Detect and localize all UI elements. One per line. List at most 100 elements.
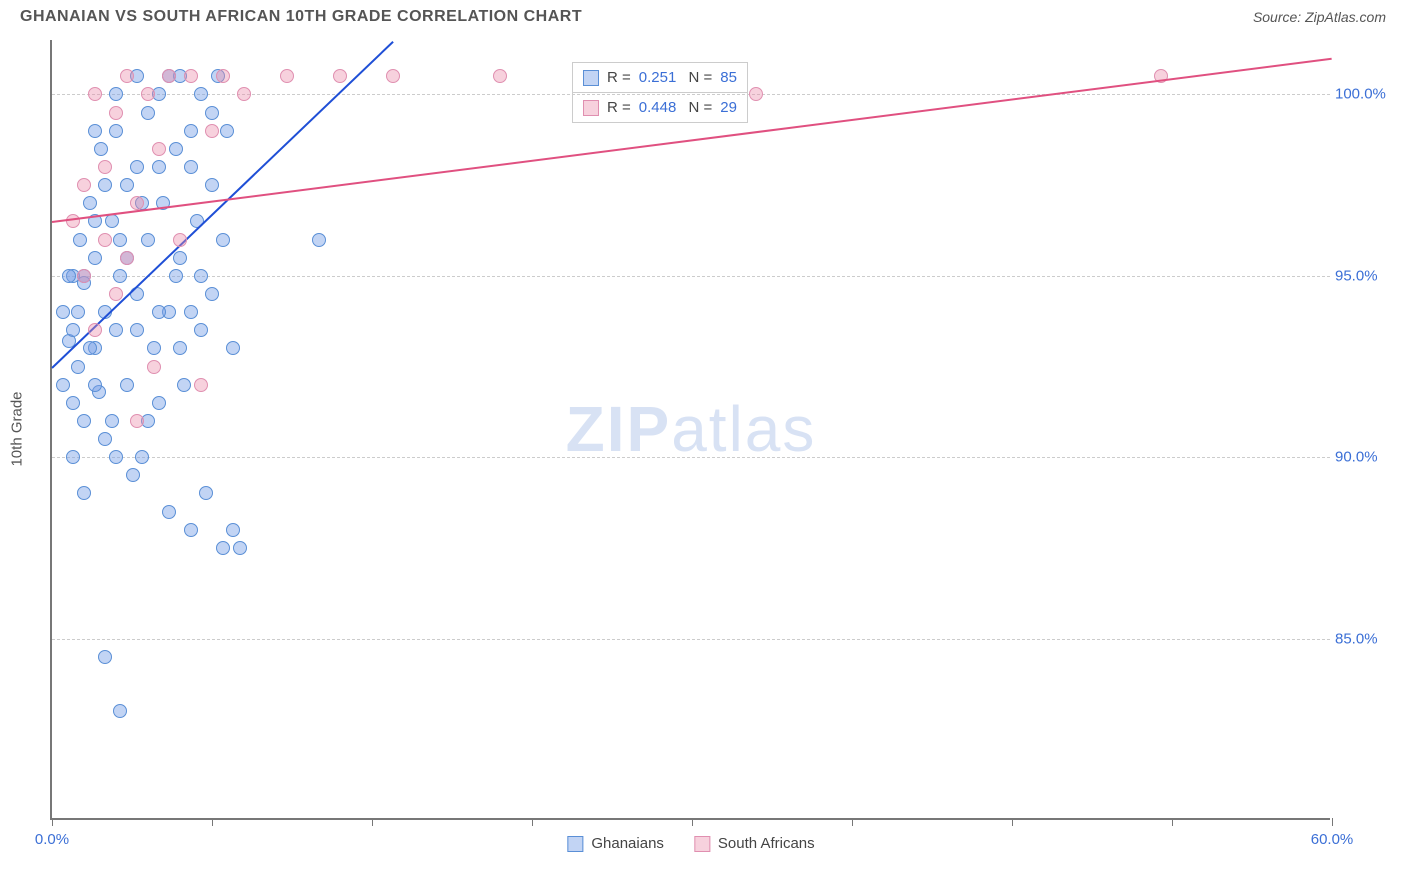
- data-point: [184, 124, 198, 138]
- data-point: [184, 69, 198, 83]
- x-tick-label: 60.0%: [1311, 831, 1354, 848]
- data-point: [88, 87, 102, 101]
- data-point: [226, 523, 240, 537]
- swatch-series-1: [583, 70, 599, 86]
- data-point: [109, 287, 123, 301]
- data-point: [94, 142, 108, 156]
- watermark: ZIPatlas: [566, 392, 817, 466]
- data-point: [216, 541, 230, 555]
- data-point: [173, 233, 187, 247]
- data-point: [77, 414, 91, 428]
- n-value-2: 29: [720, 99, 737, 116]
- data-point: [199, 486, 213, 500]
- data-point: [184, 523, 198, 537]
- data-point: [205, 287, 219, 301]
- data-point: [105, 214, 119, 228]
- data-point: [233, 541, 247, 555]
- data-point: [126, 468, 140, 482]
- data-point: [98, 432, 112, 446]
- data-point: [169, 142, 183, 156]
- data-point: [130, 323, 144, 337]
- data-point: [184, 160, 198, 174]
- data-point: [205, 124, 219, 138]
- data-point: [88, 124, 102, 138]
- x-tick: [1172, 818, 1173, 826]
- data-point: [216, 69, 230, 83]
- data-point: [216, 233, 230, 247]
- data-point: [141, 106, 155, 120]
- data-point: [147, 341, 161, 355]
- chart-container: ZIPatlas 10th Grade R = 0.251 N = 85 R =…: [50, 40, 1380, 840]
- data-point: [71, 360, 85, 374]
- data-point: [109, 323, 123, 337]
- data-point: [194, 87, 208, 101]
- data-point: [493, 69, 507, 83]
- data-point: [141, 233, 155, 247]
- stat-box-series-1: R = 0.251 N = 85: [572, 62, 748, 93]
- data-point: [77, 178, 91, 192]
- data-point: [120, 69, 134, 83]
- data-point: [56, 305, 70, 319]
- x-tick-label: 0.0%: [35, 831, 69, 848]
- data-point: [173, 251, 187, 265]
- data-point: [386, 69, 400, 83]
- x-tick: [212, 818, 213, 826]
- data-point: [226, 341, 240, 355]
- y-tick-label: 95.0%: [1335, 267, 1390, 284]
- data-point: [73, 233, 87, 247]
- gridline: [52, 457, 1330, 458]
- data-point: [749, 87, 763, 101]
- stat-box-series-2: R = 0.448 N = 29: [572, 92, 748, 123]
- data-point: [333, 69, 347, 83]
- x-tick: [852, 818, 853, 826]
- data-point: [169, 269, 183, 283]
- data-point: [113, 704, 127, 718]
- data-point: [177, 378, 191, 392]
- legend-swatch-1: [567, 836, 583, 852]
- data-point: [109, 106, 123, 120]
- data-point: [130, 160, 144, 174]
- y-tick-label: 90.0%: [1335, 449, 1390, 466]
- data-point: [130, 196, 144, 210]
- data-point: [152, 160, 166, 174]
- data-point: [120, 178, 134, 192]
- data-point: [280, 69, 294, 83]
- swatch-series-2: [583, 100, 599, 116]
- data-point: [83, 341, 97, 355]
- data-point: [205, 106, 219, 120]
- data-point: [71, 305, 85, 319]
- data-point: [66, 396, 80, 410]
- data-point: [98, 178, 112, 192]
- data-point: [184, 305, 198, 319]
- x-tick: [532, 818, 533, 826]
- plot-area: ZIPatlas 10th Grade R = 0.251 N = 85 R =…: [50, 40, 1330, 820]
- data-point: [152, 142, 166, 156]
- legend-label-2: South Africans: [718, 835, 815, 852]
- data-point: [109, 450, 123, 464]
- y-axis-label: 10th Grade: [9, 391, 26, 466]
- data-point: [98, 160, 112, 174]
- x-tick: [52, 818, 53, 826]
- x-tick: [372, 818, 373, 826]
- data-point: [66, 214, 80, 228]
- data-point: [88, 378, 102, 392]
- y-tick-label: 85.0%: [1335, 630, 1390, 647]
- data-point: [220, 124, 234, 138]
- data-point: [105, 414, 119, 428]
- data-point: [194, 378, 208, 392]
- data-point: [194, 269, 208, 283]
- data-point: [205, 178, 219, 192]
- data-point: [147, 360, 161, 374]
- x-tick: [1332, 818, 1333, 826]
- gridline: [52, 276, 1330, 277]
- x-tick: [1012, 818, 1013, 826]
- data-point: [98, 650, 112, 664]
- data-point: [98, 233, 112, 247]
- data-point: [130, 414, 144, 428]
- data-point: [66, 323, 80, 337]
- data-point: [109, 124, 123, 138]
- data-point: [62, 269, 76, 283]
- chart-title: GHANAIAN VS SOUTH AFRICAN 10TH GRADE COR…: [20, 8, 582, 26]
- data-point: [152, 396, 166, 410]
- data-point: [113, 269, 127, 283]
